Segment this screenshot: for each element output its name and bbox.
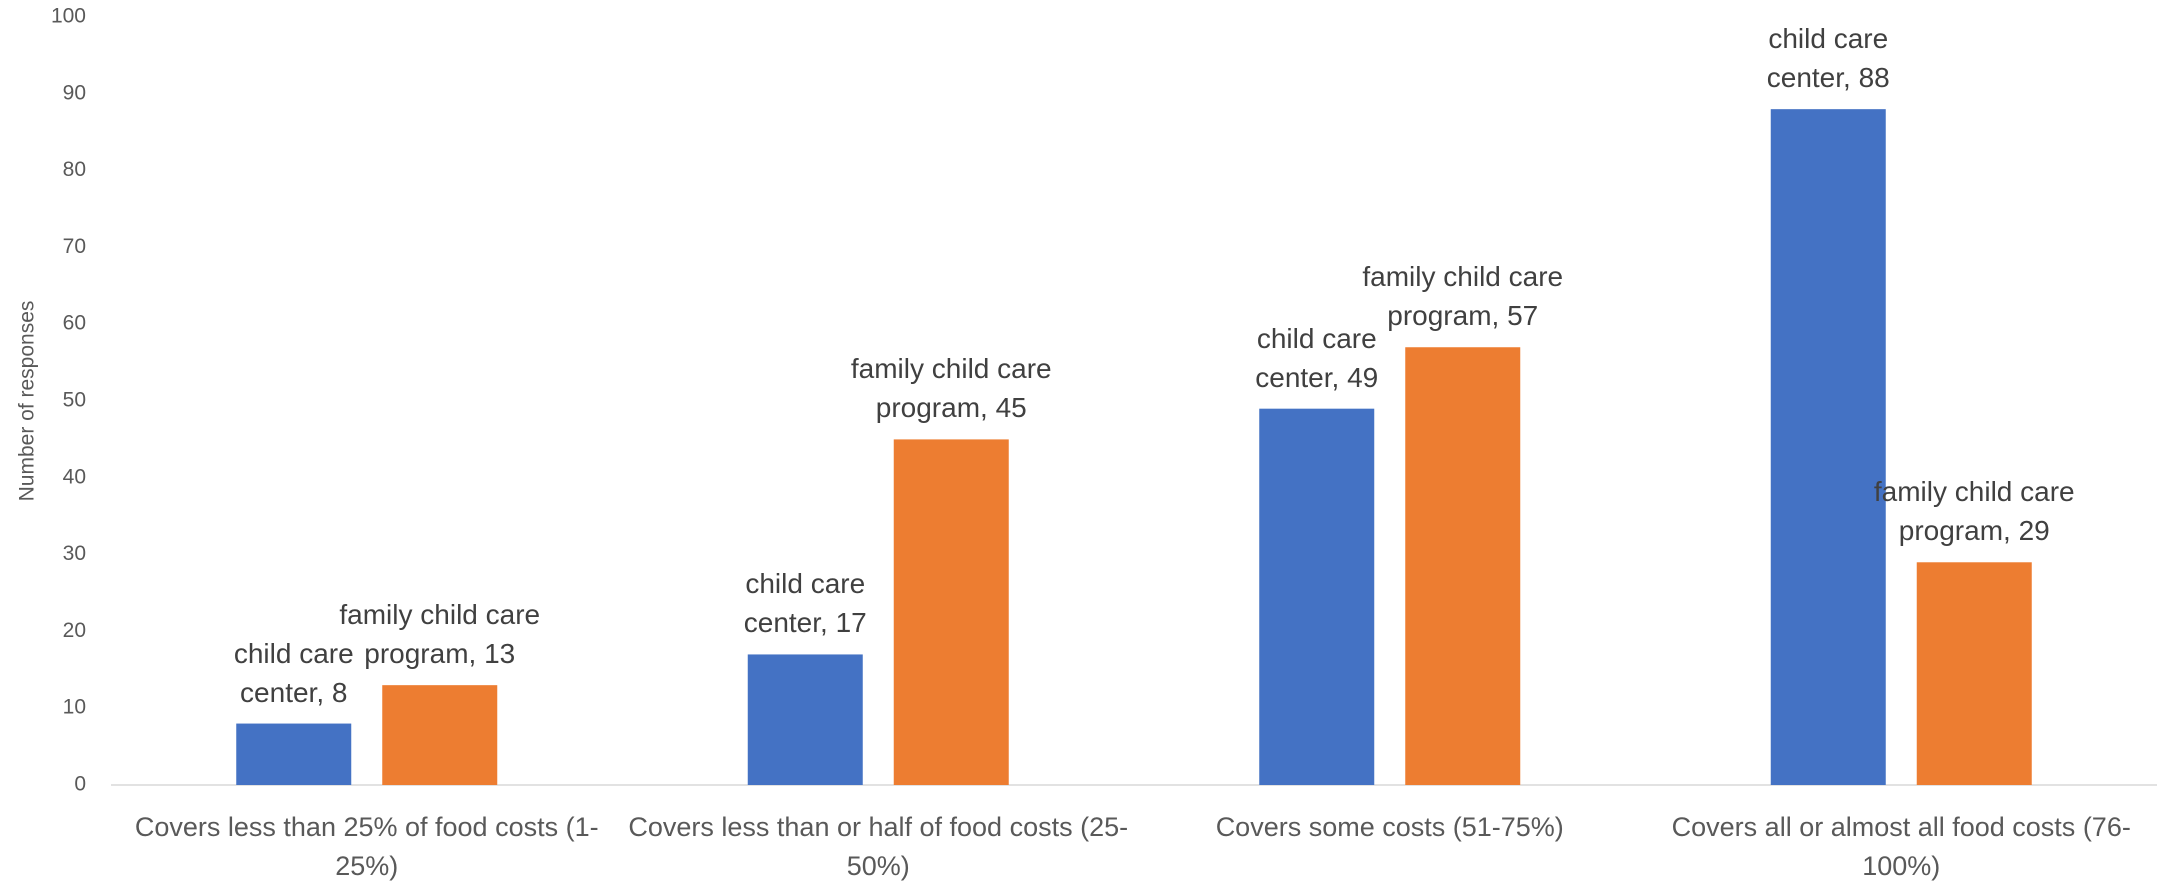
data-label: family child care program, 57 xyxy=(1362,261,1564,332)
y-tick-label: 60 xyxy=(63,312,86,335)
bar xyxy=(1259,408,1375,785)
bar xyxy=(893,439,1009,785)
y-tick-label: 40 xyxy=(63,465,86,488)
bar xyxy=(1770,109,1886,785)
data-label: family child care program, 29 xyxy=(1873,476,2075,547)
bar xyxy=(1405,347,1521,785)
y-axis-title: Number of responses xyxy=(16,301,39,502)
data-label: child care center, 17 xyxy=(743,568,867,639)
x-tick-label: Covers less than 25% of food costs (1-25… xyxy=(134,812,599,881)
x-tick-label: Covers all or almost all food costs (76-… xyxy=(1671,812,2131,881)
x-tick-label: Covers less than or half of food costs (… xyxy=(628,812,1129,881)
data-label: family child care program, 13 xyxy=(339,599,541,670)
data-label: child care center, 49 xyxy=(1255,322,1379,393)
y-tick-label: 100 xyxy=(51,5,86,28)
y-tick-label: 20 xyxy=(63,619,86,642)
bar xyxy=(1916,562,2032,785)
x-tick-label: Covers some costs (51-75%) xyxy=(1215,812,1564,842)
data-label: child care center, 88 xyxy=(1766,23,1890,94)
y-tick-label: 0 xyxy=(74,773,86,796)
data-label: child care center, 8 xyxy=(233,637,354,708)
bar xyxy=(382,685,498,785)
y-tick-label: 90 xyxy=(63,81,86,104)
y-tick-label: 30 xyxy=(63,542,86,565)
y-tick-label: 70 xyxy=(63,235,86,258)
data-label: family child care program, 45 xyxy=(850,353,1052,424)
y-tick-label: 80 xyxy=(63,158,86,181)
y-tick-label: 10 xyxy=(63,696,86,719)
y-tick-label: 50 xyxy=(63,389,86,412)
bar xyxy=(236,723,352,785)
bar xyxy=(747,654,863,785)
